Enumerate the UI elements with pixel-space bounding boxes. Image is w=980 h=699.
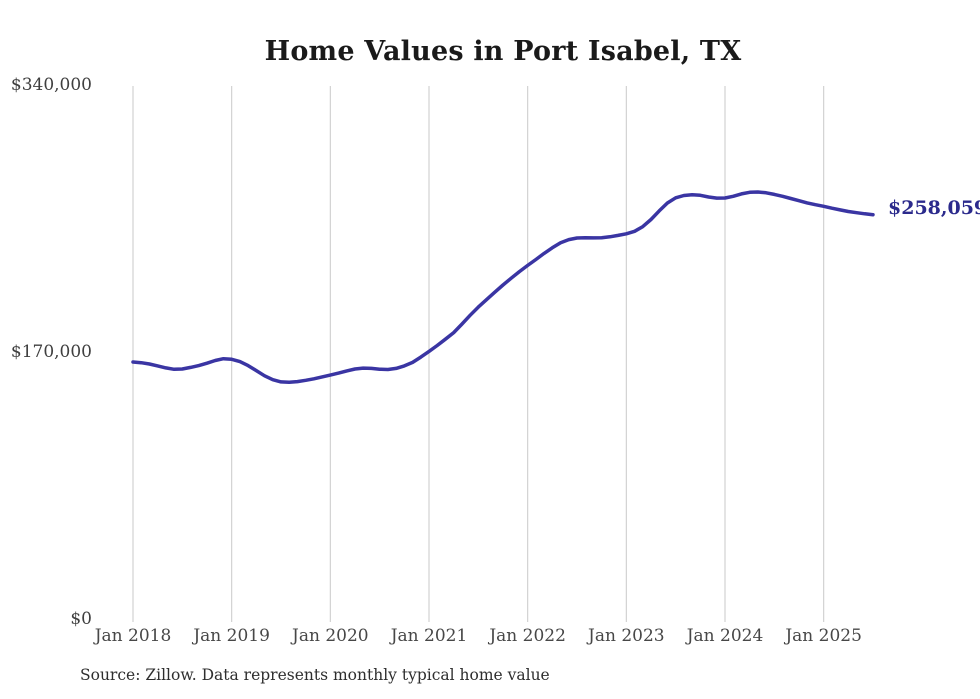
- y-tick-label: $340,000: [10, 75, 92, 95]
- home-value-line: [131, 190, 875, 384]
- x-tick-label: Jan 2019: [193, 626, 270, 646]
- x-tick-label: Jan 2021: [390, 626, 468, 646]
- y-tick-label: $0: [70, 609, 92, 629]
- x-tick-label: Jan 2020: [292, 626, 369, 646]
- x-tick-label: Jan 2018: [94, 626, 172, 646]
- y-tick-label: $170,000: [10, 342, 92, 362]
- x-tick-label: Jan 2025: [785, 626, 862, 646]
- latest-value-label: $258,059: [888, 197, 980, 219]
- x-tick-label: Jan 2023: [588, 626, 665, 646]
- x-tick-label: Jan 2022: [489, 626, 566, 646]
- x-tick-label: Jan 2024: [686, 626, 764, 646]
- source-note: Source: Zillow. Data represents monthly …: [80, 666, 550, 684]
- year-gridlines: [132, 86, 825, 622]
- chart-title: Home Values in Port Isabel, TX: [264, 36, 742, 67]
